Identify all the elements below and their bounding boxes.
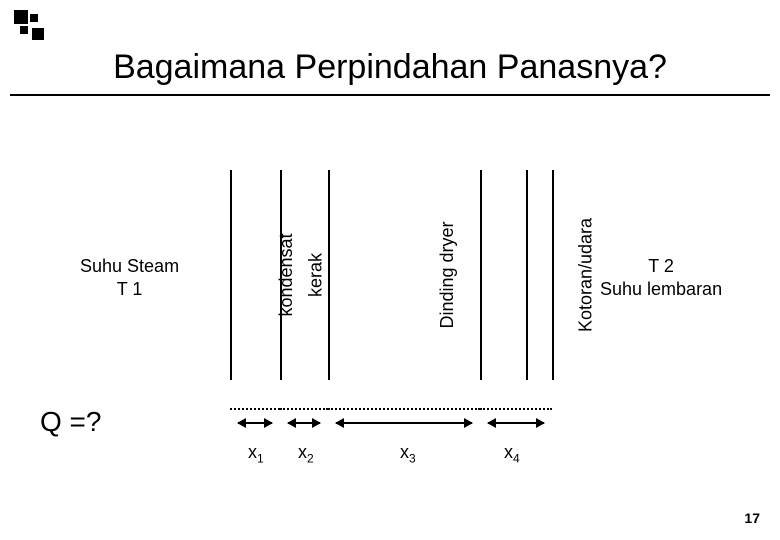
layer-boundary-line xyxy=(552,170,554,380)
slide-title: Bagaimana Perpindahan Panasnya? xyxy=(0,48,780,87)
left-temp-line1: Suhu Steam xyxy=(80,255,179,278)
thickness-arrow xyxy=(336,422,472,424)
x-thickness-label: x1 xyxy=(248,442,264,466)
dotted-guide xyxy=(328,408,480,410)
layer-boundary-line xyxy=(526,170,528,380)
dotted-guide xyxy=(230,408,280,410)
right-temp-line2: Suhu lembaran xyxy=(600,278,722,301)
thickness-arrows-row xyxy=(230,408,580,434)
layer-label: Dinding dryer xyxy=(437,221,458,328)
left-temp-line2: T 1 xyxy=(80,278,179,301)
layer-label: kerak xyxy=(306,253,327,297)
layer-label: Kotoran/udara xyxy=(576,218,597,332)
layer-boundary-line xyxy=(480,170,482,380)
left-temperature-label: Suhu Steam T 1 xyxy=(80,255,179,300)
layer-boundary-line xyxy=(328,170,330,380)
dotted-guide xyxy=(480,408,552,410)
thickness-arrow xyxy=(488,422,544,424)
layer-label: kondensat xyxy=(276,233,297,316)
slide: Bagaimana Perpindahan Panasnya? Suhu Ste… xyxy=(0,0,780,540)
x-thickness-label: x4 xyxy=(504,442,520,466)
x-thickness-label: x2 xyxy=(298,442,314,466)
thickness-arrow xyxy=(238,422,272,424)
right-temp-line1: T 2 xyxy=(600,255,722,278)
page-number: 17 xyxy=(744,510,760,526)
layer-boundary-line xyxy=(230,170,232,380)
layer-diagram: kondensatkerakDinding dryerKotoran/udara xyxy=(230,170,580,380)
title-divider xyxy=(10,94,770,96)
dotted-guide xyxy=(280,408,328,410)
heat-flux-question: Q =? xyxy=(40,406,101,438)
corner-bullet-icon xyxy=(14,10,46,42)
right-temperature-label: T 2 Suhu lembaran xyxy=(600,255,722,300)
thickness-arrow xyxy=(288,422,320,424)
x-thickness-label: x3 xyxy=(400,442,416,466)
